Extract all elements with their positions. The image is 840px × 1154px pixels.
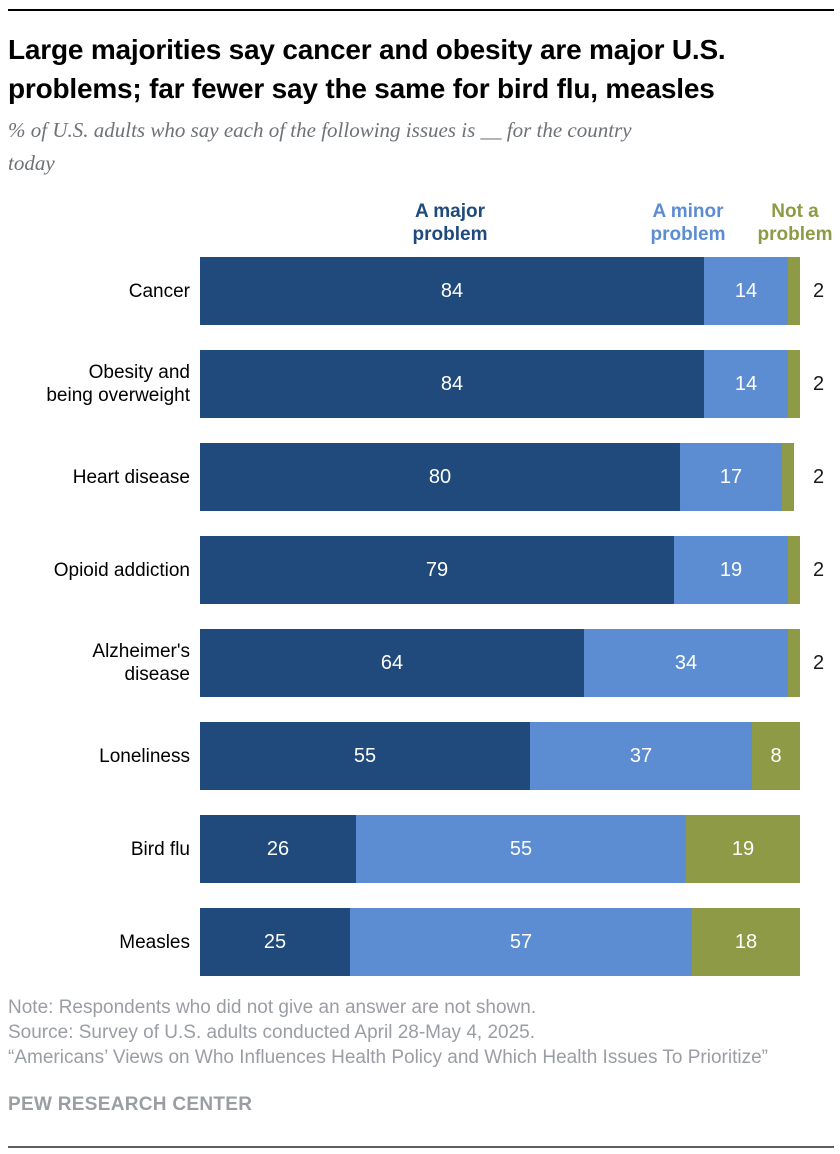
category-label: Loneliness	[99, 745, 190, 767]
category-label: Measles	[119, 931, 190, 953]
bottom-divider	[8, 1146, 834, 1148]
chart-subtitle: % of U.S. adults who say each of the fol…	[8, 118, 632, 175]
bar-segment-minor: 57	[350, 908, 692, 976]
value-label: 55	[353, 744, 377, 767]
chart-footer: Note: Respondents who did not give an an…	[8, 995, 828, 1117]
value-label: 25	[263, 930, 287, 953]
bar-segment-minor: 34	[584, 629, 788, 697]
bar-segment-major: 79	[200, 536, 674, 604]
legend-not-a-problem: Not a problem	[757, 201, 833, 245]
stacked-bar: 80 17 2	[200, 443, 824, 511]
value-label: 80	[428, 465, 452, 488]
bar-segment-major: 80	[200, 443, 680, 511]
bar-segment-major: 64	[200, 629, 584, 697]
value-label: 55	[509, 837, 533, 860]
value-label-outside: 2	[813, 372, 825, 395]
chart-row: Obesity and being overweight 84 14 2	[0, 350, 840, 418]
stacked-bar: 26 55 19	[200, 815, 800, 883]
chart-row: Opioid addiction 79 19 2	[0, 536, 840, 604]
value-label: 34	[674, 651, 698, 674]
category-label: Opioid addiction	[53, 559, 190, 581]
legend-column-headers: A major problem A minor problem Not a pr…	[0, 200, 840, 250]
bar-segment-minor: 17	[680, 443, 782, 511]
value-label: 79	[425, 558, 449, 581]
bar-segment-not	[788, 257, 800, 325]
stacked-bar: 55 37 8	[200, 722, 800, 790]
source-text: Source: Survey of U.S. adults conducted …	[8, 1022, 536, 1043]
value-label: 18	[734, 930, 758, 953]
bar-segment-not: 19	[686, 815, 800, 883]
value-label: 19	[719, 558, 743, 581]
stacked-bar: 84 14 2	[200, 257, 824, 325]
value-label: 84	[440, 279, 464, 302]
chart-row: Cancer 84 14 2	[0, 257, 840, 325]
legend-minor-problem: A minor problem	[650, 201, 726, 245]
chart-row: Loneliness 55 37 8	[0, 722, 840, 790]
bar-segment-not	[788, 629, 800, 697]
value-label: 26	[266, 837, 290, 860]
bar-segment-major: 84	[200, 257, 704, 325]
bar-segment-major: 26	[200, 815, 356, 883]
value-label: 14	[734, 372, 758, 395]
value-label-outside: 2	[813, 465, 825, 488]
legend-major-problem: A major problem	[412, 201, 488, 245]
bar-segment-minor: 55	[356, 815, 686, 883]
chart-title: Large majorities say cancer and obesity …	[8, 34, 726, 104]
value-label-outside: 2	[813, 279, 825, 302]
bar-segment-not	[782, 443, 794, 511]
chart-rows: Cancer 84 14 2 Obesity and being overweight 8…	[0, 257, 840, 976]
bar-segment-not	[788, 536, 800, 604]
bar-segment-minor: 14	[704, 350, 788, 418]
value-label: 37	[629, 744, 653, 767]
category-label: Cancer	[128, 280, 190, 302]
stacked-bar: 84 14 2	[200, 350, 824, 418]
bar-segment-not	[788, 350, 800, 418]
category-label: Alzheimer's disease	[92, 641, 190, 685]
bar-segment-minor: 37	[530, 722, 752, 790]
bar-segment-not: 18	[692, 908, 800, 976]
stacked-bar: 25 57 18	[200, 908, 800, 976]
chart-row: Measles 25 57 18	[0, 908, 840, 976]
category-label: Bird flu	[130, 838, 190, 860]
value-label-outside: 2	[813, 558, 825, 581]
bar-segment-major: 84	[200, 350, 704, 418]
top-divider	[8, 9, 834, 11]
bar-segment-minor: 14	[704, 257, 788, 325]
value-label: 14	[734, 279, 758, 302]
value-label: 17	[719, 465, 743, 488]
bar-segment-minor: 19	[674, 536, 788, 604]
category-label: Heart disease	[72, 466, 190, 488]
report-title-text: “Americans’ Views on Who Influences Heal…	[8, 1047, 768, 1068]
category-label: Obesity and being overweight	[46, 362, 190, 406]
bar-segment-not: 8	[752, 722, 800, 790]
chart-row: Bird flu 26 55 19	[0, 815, 840, 883]
chart-row: Alzheimer's disease 64 34 2	[0, 629, 840, 697]
value-label: 64	[380, 651, 404, 674]
bar-segment-major: 55	[200, 722, 530, 790]
value-label: 19	[731, 837, 755, 860]
value-label-outside: 2	[813, 651, 825, 674]
bar-segment-major: 25	[200, 908, 350, 976]
stacked-bar: 64 34 2	[200, 629, 824, 697]
chart-row: Heart disease 80 17 2	[0, 443, 840, 511]
stacked-bar: 79 19 2	[200, 536, 824, 604]
value-label: 8	[770, 744, 782, 767]
pew-research-center-wordmark: PEW RESEARCH CENTER	[8, 1094, 253, 1115]
value-label: 57	[509, 930, 533, 953]
note-text: Note: Respondents who did not give an an…	[8, 997, 537, 1018]
value-label: 84	[440, 372, 464, 395]
